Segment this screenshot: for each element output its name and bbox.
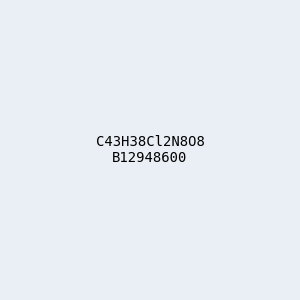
Text: C43H38Cl2N8O8
B12948600: C43H38Cl2N8O8 B12948600	[96, 135, 204, 165]
